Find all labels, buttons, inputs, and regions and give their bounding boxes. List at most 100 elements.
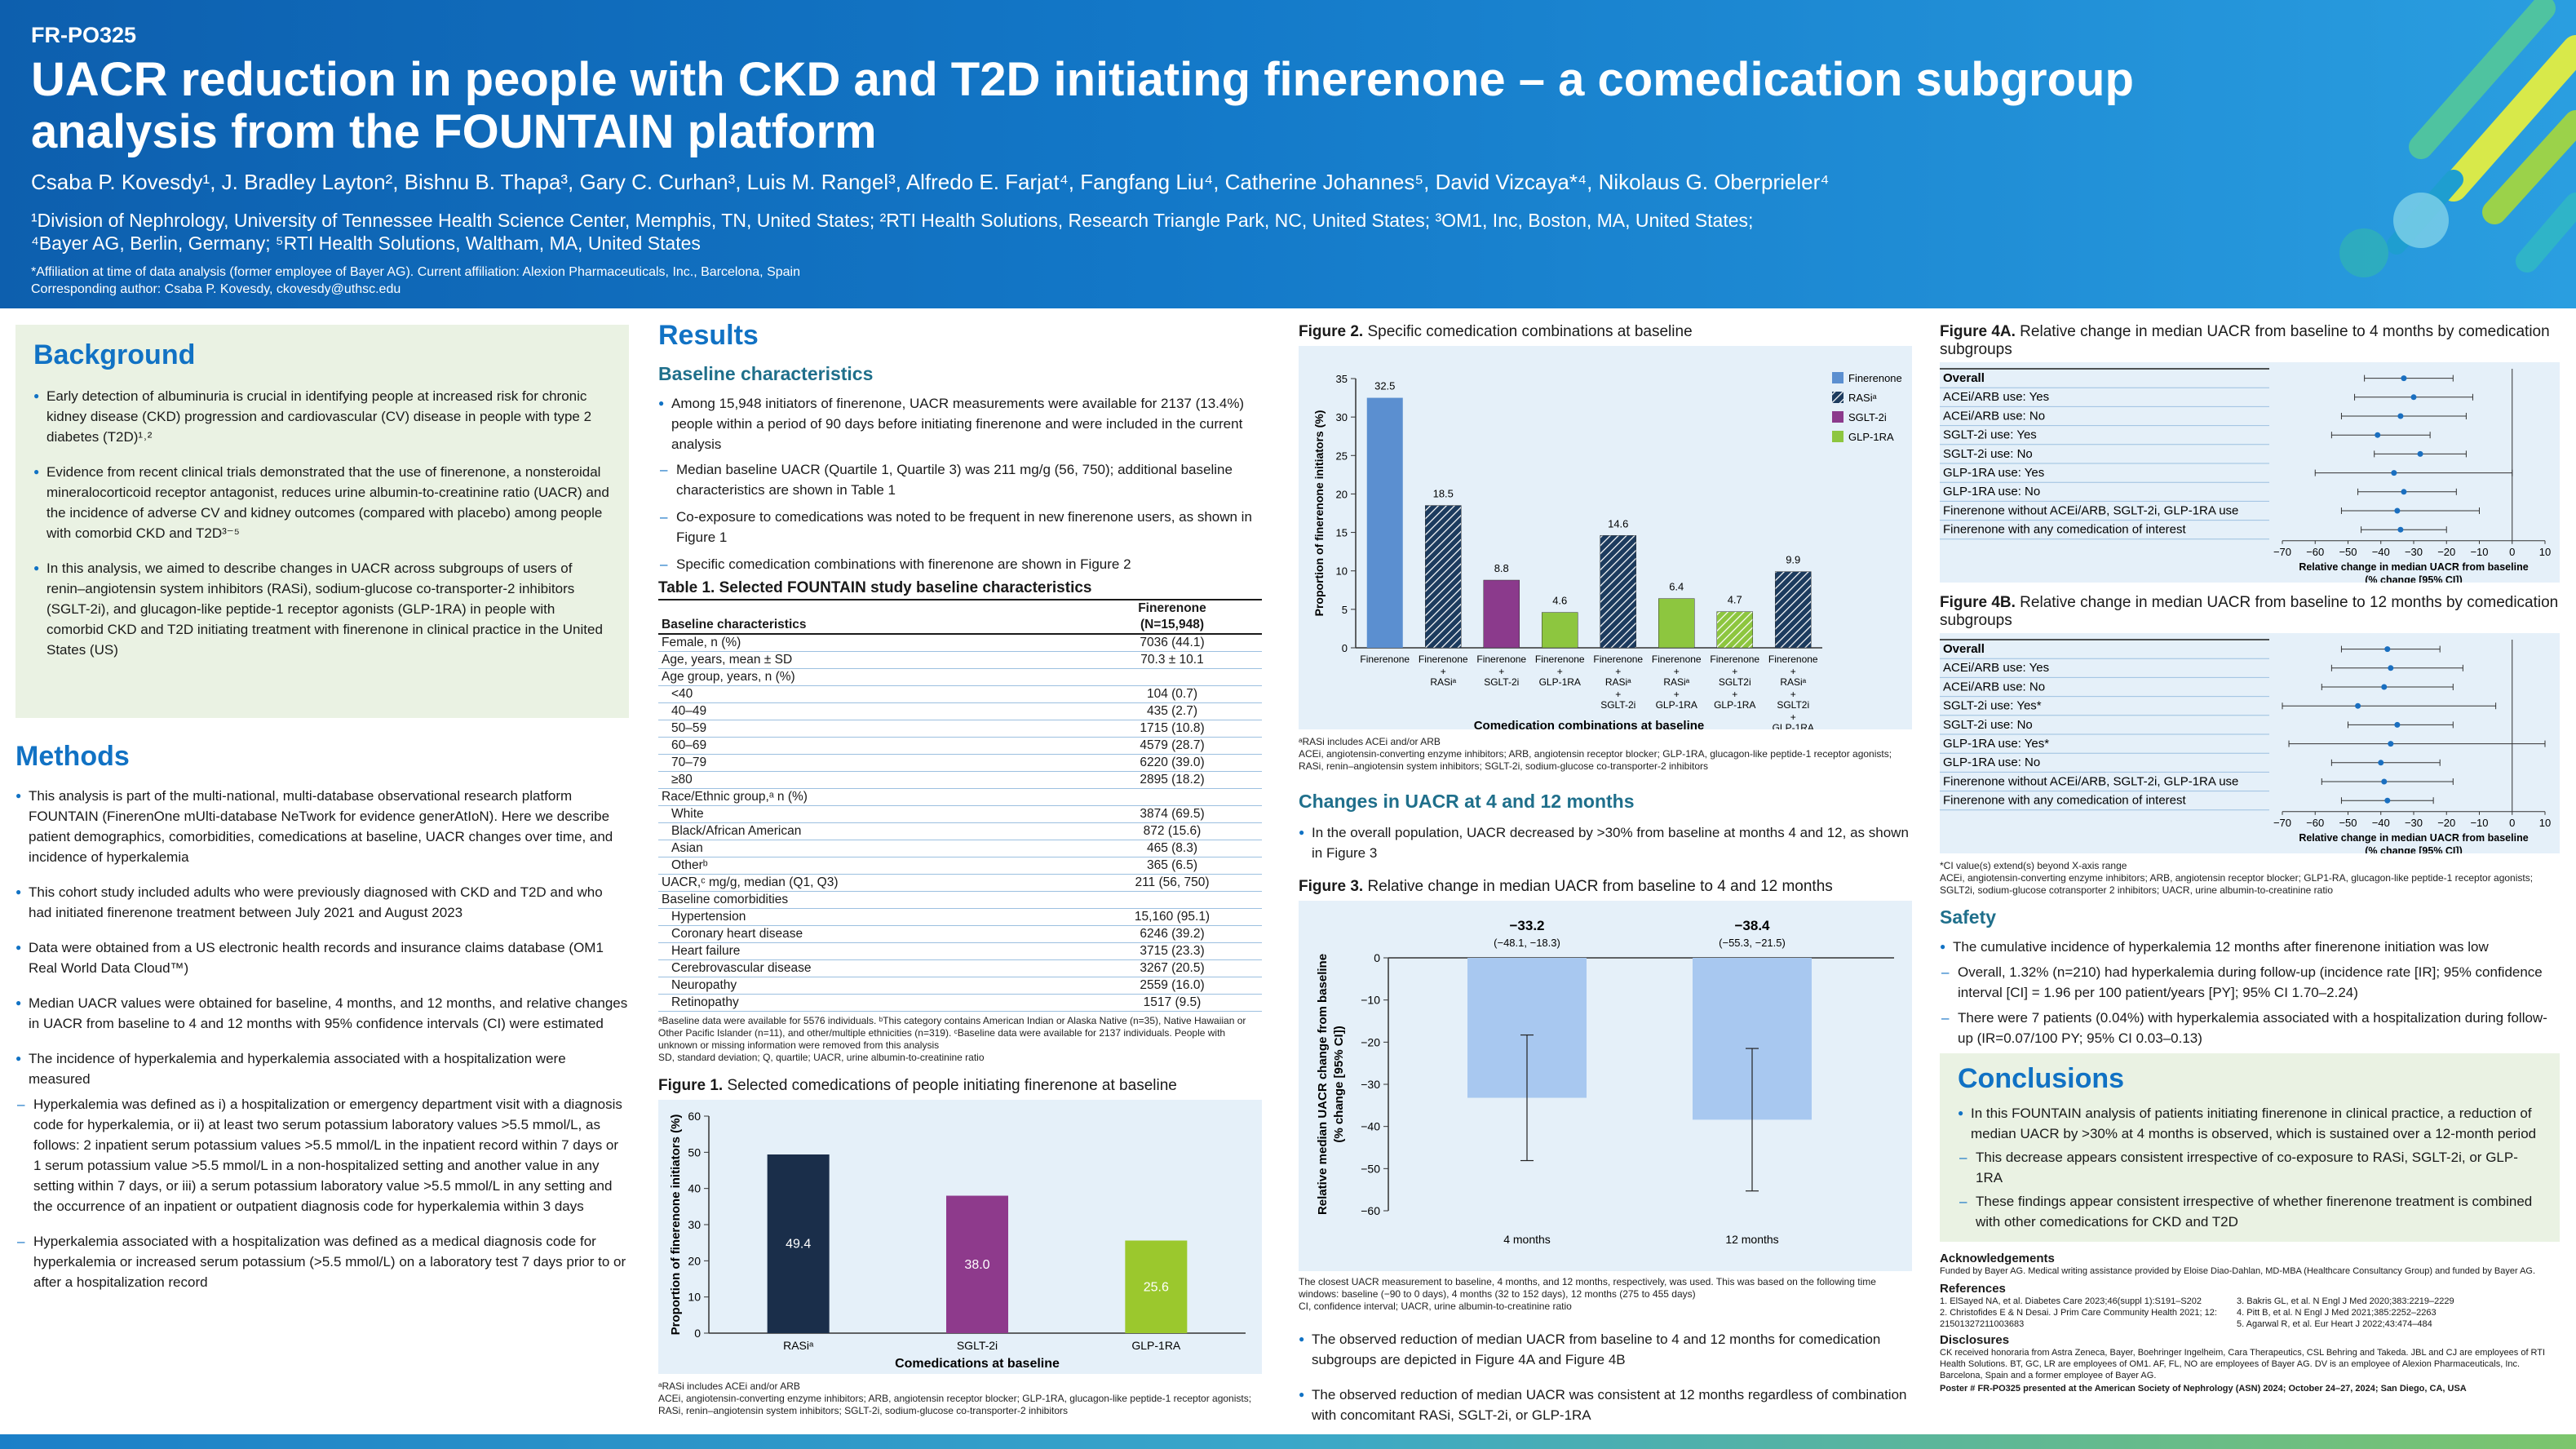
table-cell-label: White xyxy=(658,805,1082,823)
results-subitem: Median baseline UACR (Quartile 1, Quarti… xyxy=(658,459,1262,500)
x-tick-label: 0 xyxy=(2509,817,2515,829)
y-tick-label: 20 xyxy=(688,1254,701,1267)
point-estimate xyxy=(2394,507,2401,514)
fig4b-footnote: *CI value(s) extend(s) beyond X-axis ran… xyxy=(1940,860,2127,871)
fig4b-chart: Overall ACEi/ARB use: Yes ACEi/ARB use: No… xyxy=(1940,639,2551,857)
ack-heading: Acknowledgements xyxy=(1940,1252,2055,1265)
column-2: Results Baseline characteristics Among 1… xyxy=(658,320,1262,1417)
fig3-label: Figure 3. xyxy=(1299,878,1364,895)
x-tick-label: −70 xyxy=(2273,817,2291,829)
y-tick-label: 0 xyxy=(694,1327,701,1340)
legend-swatch xyxy=(1832,372,1843,383)
safety-subitem: Overall, 1.32% (n=210) had hyperkalemia … xyxy=(1940,962,2560,1003)
x-tick-label: 10 xyxy=(2539,546,2551,558)
table-header: Finerenone (N=15,948) xyxy=(1082,599,1262,635)
x-tick-label: GLP-1RA xyxy=(1539,676,1581,688)
table-cell-value xyxy=(1082,668,1262,686)
data-label: 18.5 xyxy=(1433,488,1454,500)
point-estimate xyxy=(2375,432,2381,438)
methods-heading: Methods xyxy=(15,741,130,772)
table-cell-label: 70–79 xyxy=(658,754,1082,772)
conclusions-subitem: This decrease appears consistent irrespe… xyxy=(1958,1147,2543,1188)
fig3-chart: 0 −10 −20 −30 −40 −50 −60 −33.2 (−48.1, −18.3) 4 … xyxy=(1316,918,1894,1246)
table-cell-label: Race/Ethnic group,ᵃ n (%) xyxy=(658,788,1082,806)
table-cell-label: Coronary heart disease xyxy=(658,925,1082,943)
table-cell-value: 465 (8.3) xyxy=(1082,840,1262,857)
decoration-graphic xyxy=(2339,0,2576,277)
changes-item: The observed reduction of median UACR fr… xyxy=(1299,1329,1912,1370)
affil-note: *Affiliation at time of data analysis (f… xyxy=(31,265,800,279)
data-label: 38.0 xyxy=(964,1258,989,1272)
fig2-caption: Specific comedication combinations at ba… xyxy=(1363,323,1693,340)
poster-code: FR-PO325 xyxy=(31,23,137,47)
x-tick-label: −20 xyxy=(2437,817,2455,829)
fig3-abbrev: CI, confidence interval; UACR, urine alb… xyxy=(1299,1301,1572,1312)
table-header-line: (N=15,948) xyxy=(1140,618,1204,631)
safety-heading: Safety xyxy=(1940,906,1997,928)
y-axis-title: Relative median UACR change from baselin… xyxy=(1316,954,1330,1215)
x-tick-label: −60 xyxy=(2306,546,2324,558)
table-row: Asian 465 (8.3) xyxy=(658,840,1262,857)
table-cell-value xyxy=(1082,788,1262,806)
x-tick-plus: + xyxy=(1441,666,1446,677)
fig2-abbrev: ACEi, angiotensin-converting enzyme inhi… xyxy=(1299,748,1892,772)
fig4a-panel: Overall ACEi/ARB use: Yes ACEi/ARB use: No… xyxy=(1940,362,2560,586)
table-row: Heart failure 3715 (23.3) xyxy=(658,942,1262,960)
table-cell-label: Black/African American xyxy=(658,822,1082,840)
bar xyxy=(1425,505,1462,649)
row-label: ACEi/ARB use: No xyxy=(1943,680,2045,693)
conclusions-heading: Conclusions xyxy=(1958,1063,2125,1094)
table-cell-value: 104 (0.7) xyxy=(1082,685,1262,703)
bar xyxy=(1775,571,1812,649)
x-tick-plus: + xyxy=(1732,666,1737,677)
row-label: Finerenone without ACEi/ARB, SGLT-2i, GL… xyxy=(1943,774,2238,788)
fig4b-label: Figure 4B. xyxy=(1940,594,2016,611)
affiliations: ¹Division of Nephrology, University of T… xyxy=(31,209,2274,255)
table-cell-value: 15,160 (95.1) xyxy=(1082,908,1262,926)
row-label: SGLT-2i use: No xyxy=(1943,718,2033,732)
point-estimate xyxy=(2388,741,2394,747)
changes-heading: Changes in UACR at 4 and 12 months xyxy=(1299,791,1635,812)
y-tick-label: 20 xyxy=(1336,488,1348,500)
y-axis-title: Proportion of finerenone initiators (%) xyxy=(1312,410,1326,617)
fig1-abbrev: ACEi, angiotensin-converting enzyme inhi… xyxy=(658,1393,1252,1416)
x-tick-label: −40 xyxy=(2372,546,2390,558)
methods-item: The incidence of hyperkalemia and hyperk… xyxy=(15,1048,629,1089)
methods-subitem: Hyperkalemia was defined as i) a hospita… xyxy=(15,1094,629,1216)
table-header-row: Baseline characteristics Finerenone (N=15,… xyxy=(658,599,1262,635)
table-cell-value: 70.3 ± 10.1 xyxy=(1082,651,1262,669)
x-tick-plus: + xyxy=(1674,689,1680,700)
x-tick-label: −40 xyxy=(2372,817,2390,829)
fig4b-caption: Relative change in median UACR from base… xyxy=(1940,594,2559,629)
methods-item: This cohort study included adults who we… xyxy=(15,882,629,923)
x-tick-label: SGLT-2i xyxy=(1600,699,1635,711)
table-cell-value: 2895 (18.2) xyxy=(1082,771,1262,789)
fig2-label: Figure 2. xyxy=(1299,323,1364,340)
x-tick-label: −70 xyxy=(2273,546,2291,558)
point-estimate xyxy=(2417,450,2423,457)
table-cell-label: Age group, years, n (%) xyxy=(658,668,1082,686)
table1-title: Table 1. Selected FOUNTAIN study baselin… xyxy=(658,579,1092,596)
data-label: 4.7 xyxy=(1728,594,1742,606)
fig2-chart: 0 5 10 15 20 25 30 35 32.5 Finerenone 18.5 Finereno… xyxy=(1312,372,1902,733)
table-row: Cerebrovascular disease 3267 (20.5) xyxy=(658,959,1262,977)
fig2-panel: 0 5 10 15 20 25 30 35 32.5 Finerenone 18.5 Finereno… xyxy=(1299,346,1912,733)
row-label: GLP-1RA use: Yes* xyxy=(1943,737,2049,751)
baseline-table: Baseline characteristics Finerenone (N=15,… xyxy=(658,599,1262,1012)
fig3-footnote: The closest UACR measurement to baseline… xyxy=(1299,1276,1876,1300)
table-row: ≥80 2895 (18.2) xyxy=(658,771,1262,789)
table-row: 40–49 435 (2.7) xyxy=(658,702,1262,720)
row-label: SGLT-2i use: Yes xyxy=(1943,428,2037,442)
row-label: ACEi/ARB use: Yes xyxy=(1943,390,2049,404)
reference: 3. Bakris GL, et al. N Engl J Med 2020;3… xyxy=(2237,1296,2454,1306)
reference: 2. Christofides E & N Desai. J Prim Care… xyxy=(1940,1308,2217,1329)
x-tick-plus: + xyxy=(1557,666,1563,677)
x-tick-label: Finerenone xyxy=(1535,654,1585,665)
ci-label: (−55.3, −21.5) xyxy=(1719,937,1786,949)
results-subitem: Specific comedication combinations with … xyxy=(658,554,1262,574)
bottom-stripe xyxy=(0,1434,2576,1449)
table-row: 60–69 4579 (28.7) xyxy=(658,737,1262,755)
row-label: Finerenone with any comedication of inte… xyxy=(1943,794,2186,808)
x-tick-label: 0 xyxy=(2509,546,2515,558)
bar xyxy=(1366,397,1403,648)
